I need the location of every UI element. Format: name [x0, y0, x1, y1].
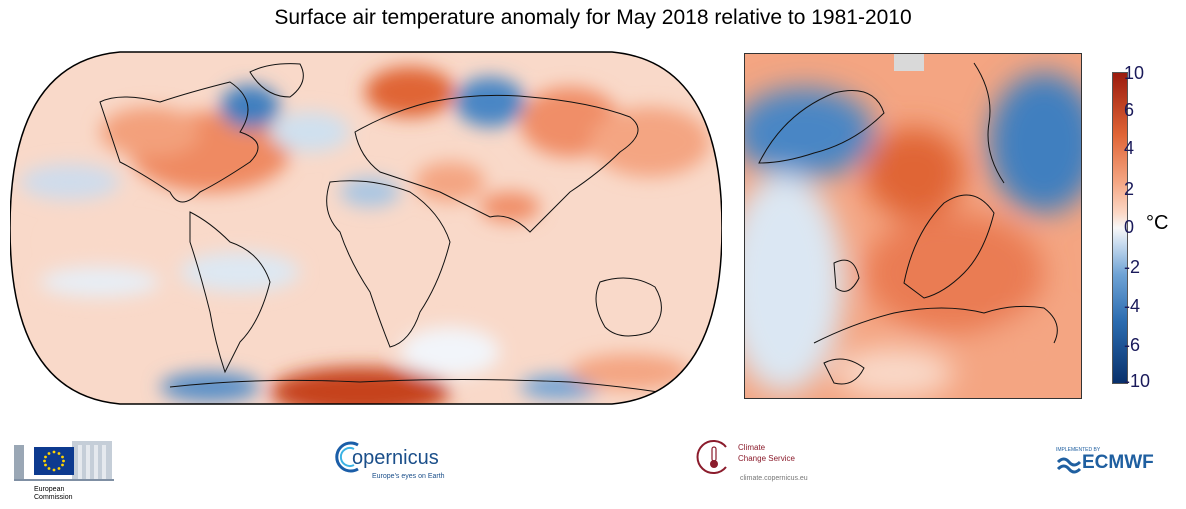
colorbar-tick: 4	[1124, 138, 1135, 158]
colorbar	[1112, 72, 1128, 384]
c3s-logo: Climate Change Service climate.copernicu…	[696, 439, 826, 499]
colorbar-tick: -6	[1124, 335, 1141, 355]
eu-commission-logo: European Commission	[14, 431, 114, 501]
colorbar-tick: 2	[1124, 179, 1135, 199]
copernicus-c-icon	[335, 441, 359, 473]
colorbar-tick: -10	[1124, 371, 1151, 391]
eu-flag-icon	[14, 441, 114, 481]
c3s-line1: Climate	[738, 443, 766, 452]
copernicus-logo: opernicus Europe's eyes on Earth	[334, 437, 464, 497]
colorbar-tick: 0	[1124, 217, 1135, 237]
map-title: Surface air temperature anomaly for May …	[274, 6, 912, 29]
colorbar-unit: °C	[1146, 212, 1169, 234]
ecmwf-logo: IMPLEMENTED BY ECMWF	[1056, 447, 1176, 487]
logo-footer: European Commission opernicus Europe's e…	[0, 425, 1186, 509]
c3s-url: climate.copernicus.eu	[740, 475, 808, 482]
eu-label-line1: European	[34, 486, 65, 493]
world-anomaly-map	[10, 51, 722, 405]
c3s-line2: Change Service	[738, 454, 795, 463]
europe-anomaly-map	[744, 53, 1082, 399]
ecmwf-name: ECMWF	[1082, 452, 1154, 473]
colorbar-tick: -2	[1124, 257, 1141, 277]
copernicus-name: opernicus	[352, 447, 439, 469]
eu-label-line2: Commission	[34, 494, 73, 501]
colorbar-tick: 10	[1124, 63, 1145, 83]
ecmwf-implemented-by: IMPLEMENTED BY	[1056, 447, 1101, 453]
copernicus-tagline: Europe's eyes on Earth	[372, 473, 445, 480]
ecmwf-wave-icon	[1056, 457, 1082, 474]
colorbar-tick: -4	[1124, 296, 1141, 316]
colorbar-tick: 6	[1124, 100, 1135, 120]
thermometer-icon	[696, 440, 727, 474]
